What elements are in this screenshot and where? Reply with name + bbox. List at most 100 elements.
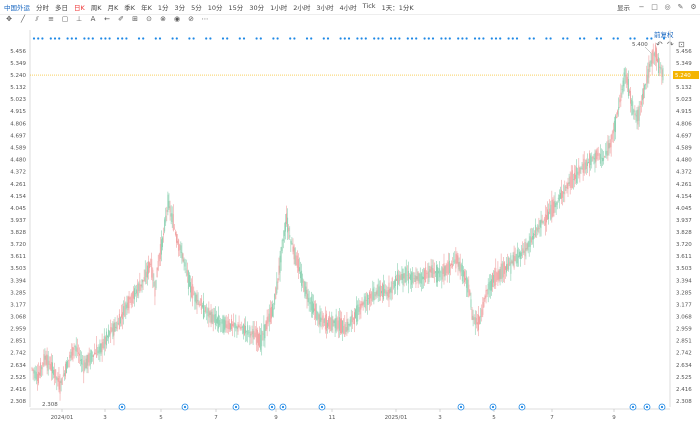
period-tab[interactable]: 季K: [124, 4, 136, 12]
y-tick-label-left: 2.525: [10, 375, 26, 381]
stock-name[interactable]: 中国外运: [4, 4, 30, 12]
event-dot: [406, 37, 409, 40]
y-tick-label-right: 5.456: [676, 49, 692, 55]
line-tool-icon[interactable]: ╱: [20, 15, 26, 23]
candle-body: [163, 233, 165, 236]
period-tab[interactable]: 日K: [74, 4, 85, 12]
candle-body: [495, 267, 497, 286]
period-tab[interactable]: 分时: [36, 4, 49, 12]
candle-body: [55, 369, 57, 380]
text-tool-icon[interactable]: A: [90, 15, 96, 23]
minus-icon[interactable]: −: [638, 2, 645, 11]
candle-body: [32, 369, 34, 371]
event-dot: [347, 37, 351, 40]
candle-body: [71, 343, 73, 360]
event-dot: [326, 37, 330, 40]
fib-tool-icon[interactable]: ≡: [48, 15, 54, 23]
crosshair-icon[interactable]: ✥: [6, 15, 12, 23]
y-tick-label-left: 5.240: [10, 73, 26, 79]
candle-body: [593, 157, 595, 160]
candle-body: [150, 263, 152, 265]
event-dot: [310, 37, 313, 40]
period-tab[interactable]: 30分: [249, 4, 265, 12]
y-tick-label-left: 3.394: [10, 278, 26, 284]
candle-body: [322, 315, 324, 327]
candle-body: [238, 325, 240, 328]
window-icon[interactable]: □: [651, 2, 658, 11]
arrow-tool-icon[interactable]: ←: [104, 15, 110, 23]
delete-icon[interactable]: ⊘: [188, 15, 194, 23]
y-tick-label-left: 5.349: [10, 61, 26, 67]
camera-icon[interactable]: ◎: [664, 2, 671, 11]
period-tab[interactable]: 周K: [90, 4, 102, 12]
candle-body: [258, 334, 259, 346]
candle-body: [210, 309, 212, 324]
undo-icon[interactable]: ↶: [656, 40, 663, 49]
candle-body: [164, 219, 166, 232]
period-tab[interactable]: 年K: [141, 4, 152, 12]
candle-body: [313, 303, 314, 313]
period-tab[interactable]: 2小时: [293, 4, 311, 12]
event-dot: [398, 37, 401, 40]
period-tab[interactable]: 1天：1分K: [381, 4, 414, 12]
event-dot: [125, 37, 128, 40]
shape-tool-icon[interactable]: ▢: [61, 15, 69, 23]
period-tab[interactable]: Tick: [362, 2, 376, 10]
brush-tool-icon[interactable]: ✐: [118, 15, 124, 23]
period-tab[interactable]: 1分: [157, 4, 169, 12]
period-tab[interactable]: 月K: [107, 4, 119, 12]
display-button[interactable]: 显示: [617, 4, 630, 12]
period-tab[interactable]: 3小时: [316, 4, 334, 12]
candle-body: [93, 354, 94, 357]
candle-body: [112, 323, 114, 337]
event-marker-dot: [183, 405, 187, 409]
magnet-icon[interactable]: ⊙: [146, 15, 152, 23]
candle-body: [374, 294, 376, 296]
candle-body: [338, 317, 340, 331]
candle-body: [590, 155, 592, 166]
candle-body: [347, 321, 349, 331]
candle-body: [174, 232, 176, 235]
candle-body: [206, 311, 208, 313]
channel-tool-icon[interactable]: ⫽: [35, 15, 39, 23]
candle-body: [140, 284, 142, 287]
candle-body: [576, 167, 578, 183]
candle-body: [86, 354, 88, 370]
candle-body: [284, 221, 286, 232]
candle-body: [595, 150, 597, 162]
period-tab[interactable]: 4小时: [339, 4, 357, 12]
candle-body: [446, 264, 448, 274]
ruler-tool-icon[interactable]: ⊞: [132, 15, 138, 23]
candle-body: [54, 369, 56, 378]
candle-body: [215, 319, 217, 324]
candle-body: [115, 326, 117, 328]
candle-body: [396, 278, 397, 281]
candle-body: [148, 261, 149, 274]
candle-body: [626, 76, 628, 85]
candle-body: [370, 293, 372, 299]
event-dot: [322, 37, 325, 40]
period-tab[interactable]: 5分: [191, 4, 202, 12]
reset-icon[interactable]: ⊡: [678, 40, 685, 49]
measure-tool-icon[interactable]: ⊥: [75, 15, 83, 23]
candle-body: [335, 314, 337, 332]
candle-body: [383, 284, 385, 300]
eye-icon[interactable]: ◉: [173, 15, 181, 23]
period-tab[interactable]: 1小时: [270, 4, 288, 12]
settings-icon[interactable]: ⚙: [690, 2, 697, 11]
candle-body: [342, 320, 344, 333]
price-adjust-label[interactable]: 前复权: [654, 31, 674, 39]
period-tab[interactable]: 10分: [207, 4, 223, 12]
period-tab[interactable]: 多日: [55, 4, 68, 12]
candle-body: [349, 319, 351, 327]
more-icon[interactable]: ⋯: [201, 15, 209, 23]
period-tab[interactable]: 15分: [228, 4, 244, 12]
pencil-icon[interactable]: ✎: [677, 2, 684, 11]
candle-body: [252, 329, 254, 338]
period-tab[interactable]: 3分: [174, 4, 186, 12]
candle-body: [638, 107, 640, 121]
lock-icon[interactable]: ⊗: [160, 15, 166, 23]
event-dot: [528, 37, 531, 40]
candle-body: [456, 252, 458, 264]
